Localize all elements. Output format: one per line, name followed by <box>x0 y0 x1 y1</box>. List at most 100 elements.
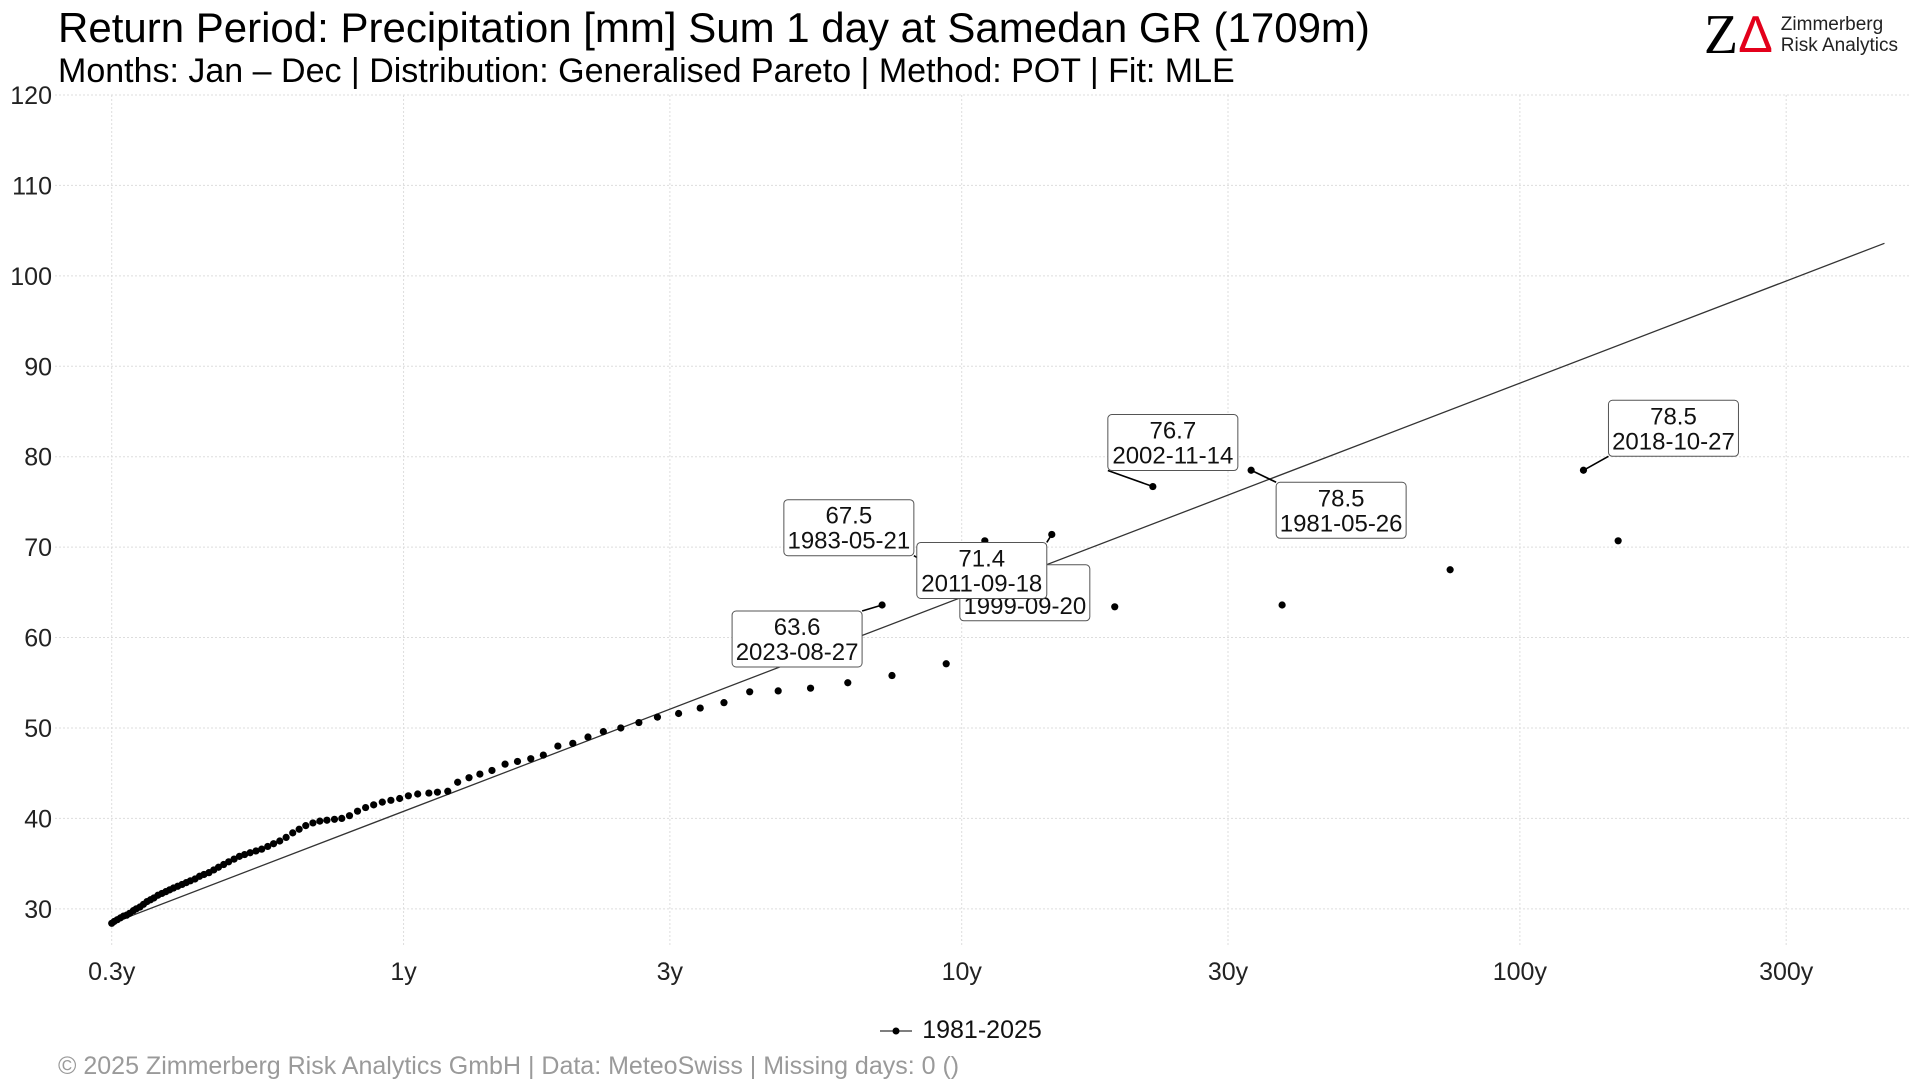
data-point <box>252 847 260 855</box>
x-tick-label: 0.3y <box>88 958 136 986</box>
label-leader-line <box>1107 469 1154 488</box>
legend-series-key-icon <box>880 1027 913 1034</box>
logo-name: Zimmerberg Risk Analytics <box>1781 14 1898 56</box>
label-date: 1981-05-26 <box>1280 510 1403 537</box>
data-point <box>396 794 404 803</box>
data-point <box>806 684 815 692</box>
data-point <box>1278 601 1286 609</box>
data-point <box>527 755 535 763</box>
y-tick-label: 110 <box>12 172 52 200</box>
data-point <box>942 660 950 668</box>
x-tick-label: 100y <box>1493 958 1548 986</box>
label-box <box>1275 481 1407 539</box>
data-point <box>617 724 625 732</box>
grid <box>55 94 1910 945</box>
label-leader-line <box>1046 534 1053 543</box>
data-point <box>584 733 592 741</box>
data-point <box>295 825 303 833</box>
data-point <box>425 789 433 797</box>
data-point <box>246 849 254 857</box>
data-point <box>361 803 370 812</box>
data-point <box>635 718 643 727</box>
data-point <box>746 688 754 696</box>
label-box <box>1107 414 1239 472</box>
data-point <box>316 817 324 825</box>
data-point <box>554 742 562 750</box>
logo-z-mark: Z <box>1703 4 1739 66</box>
data-point <box>276 837 284 845</box>
data-point <box>501 760 509 768</box>
data-point <box>264 842 272 851</box>
data-point <box>387 796 395 804</box>
x-tick-label: 300y <box>1759 958 1814 986</box>
y-tick-label: 70 <box>24 534 52 562</box>
label-date: 2002-11-14 <box>1112 443 1233 470</box>
data-point <box>774 687 782 695</box>
data-point <box>378 798 386 806</box>
label-leader-line <box>1583 455 1609 471</box>
x-tick-label: 3y <box>657 958 684 986</box>
label-value: 78.5 <box>1318 485 1365 512</box>
data-point <box>1111 603 1119 611</box>
data-point <box>370 801 378 809</box>
y-tick-label: 80 <box>24 444 52 472</box>
data-point <box>1446 566 1454 574</box>
label-box <box>731 610 863 668</box>
data-point <box>240 850 249 859</box>
data-point <box>444 787 452 795</box>
data-point <box>302 822 310 830</box>
label-box <box>916 541 1048 599</box>
data-point <box>539 751 547 759</box>
data-point <box>569 739 577 747</box>
data-point <box>323 816 331 824</box>
label-leader-line <box>1250 469 1277 483</box>
logo-name-line1: Zimmerberg <box>1780 14 1884 35</box>
data-point <box>513 757 522 766</box>
data-point <box>270 840 278 848</box>
legend: 1981-2025 <box>0 1016 1920 1045</box>
data-point <box>720 699 728 707</box>
label-date: 1983-05-21 <box>787 528 910 555</box>
y-tick-label: 90 <box>24 353 52 381</box>
data-point <box>433 788 442 796</box>
footer-credits: © 2025 Zimmerberg Risk Analytics GmbH | … <box>58 1052 960 1080</box>
data-point <box>488 766 496 775</box>
y-tick-label: 30 <box>24 896 52 924</box>
data-point <box>330 815 339 823</box>
label-box <box>783 499 915 557</box>
label-leader-line <box>861 604 883 612</box>
chart-subtitle: Months: Jan – Dec | Distribution: Genera… <box>58 52 1235 90</box>
x-axis: 0.3y 1y 3y 10y 30y 100y 300y <box>88 958 1814 986</box>
data-point <box>675 709 683 718</box>
y-tick-label: 120 <box>10 82 52 110</box>
x-tick-label: 30y <box>1208 958 1249 986</box>
legend-series-label: 1981-2025 <box>922 1016 1042 1044</box>
data-point <box>225 858 233 866</box>
label-value: 63.6 <box>774 614 821 641</box>
label-box <box>1607 399 1739 457</box>
y-tick-label: 50 <box>24 715 52 743</box>
data-point <box>454 778 462 786</box>
data-point <box>282 833 290 841</box>
data-point <box>465 774 473 782</box>
point-labels: 63.62023-08-2767.51983-05-2170.71999-09-… <box>731 399 1739 668</box>
label-date: 2011-09-18 <box>921 570 1042 597</box>
data-points <box>108 537 1622 927</box>
data-point <box>404 792 412 800</box>
data-point <box>888 671 896 680</box>
data-point <box>653 713 662 721</box>
data-point <box>345 812 354 820</box>
data-point <box>338 814 346 823</box>
logo-delta-mark: Δ <box>1738 6 1773 64</box>
data-point <box>309 819 317 827</box>
chart-title: Return Period: Precipitation [mm] Sum 1 … <box>58 4 1370 51</box>
data-point <box>258 845 266 853</box>
data-point <box>844 679 852 687</box>
y-tick-label: 40 <box>24 805 52 833</box>
label-value: 71.4 <box>958 545 1005 572</box>
y-tick-label: 60 <box>24 625 52 653</box>
data-point <box>414 790 422 798</box>
data-point <box>230 855 238 863</box>
company-logo: Z Δ Zimmerberg Risk Analytics <box>1703 4 1898 66</box>
data-point <box>289 829 297 837</box>
